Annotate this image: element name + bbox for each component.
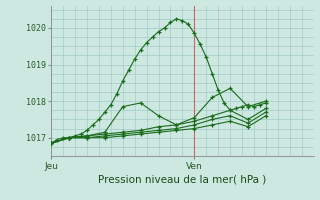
- X-axis label: Pression niveau de la mer( hPa ): Pression niveau de la mer( hPa ): [98, 175, 267, 185]
